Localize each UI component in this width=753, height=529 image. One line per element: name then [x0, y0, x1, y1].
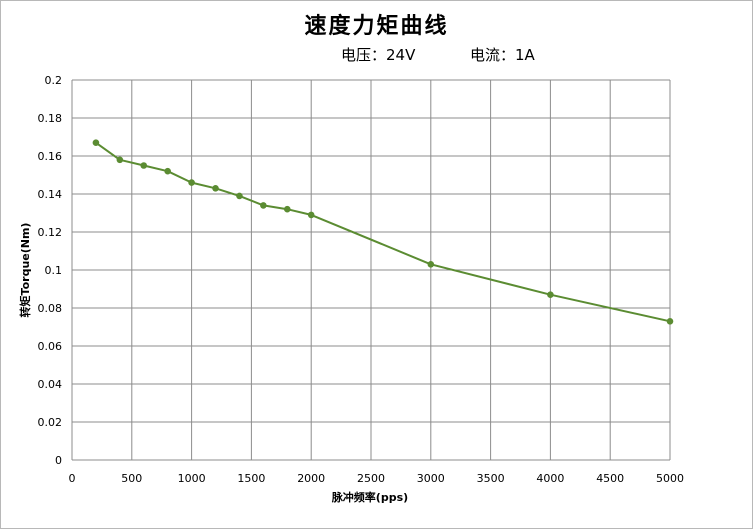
data-point — [260, 202, 267, 209]
y-tick-label: 0.06 — [38, 340, 63, 353]
x-tick-label: 5000 — [656, 472, 684, 485]
x-axis-title: 脉冲频率(pps) — [331, 490, 408, 504]
x-tick-label: 3000 — [417, 472, 445, 485]
data-point — [283, 205, 291, 213]
x-tick-label: 4500 — [596, 472, 624, 485]
x-tick-label: 4000 — [536, 472, 564, 485]
y-tick-label: 0.1 — [45, 264, 63, 277]
data-point — [236, 192, 243, 200]
data-point — [140, 162, 148, 169]
y-tick-label: 0.16 — [38, 150, 63, 163]
data-point — [188, 179, 195, 186]
x-tick-label: 1000 — [178, 472, 206, 485]
y-tick-label: 0.18 — [38, 112, 63, 125]
y-axis-ticks: 0 0.02 0.04 0.06 0.08 0.1 0.12 0.14 0.16 0.18 0.2 — [38, 74, 63, 467]
data-point — [116, 156, 124, 164]
y-tick-label: 0.08 — [38, 302, 63, 315]
y-tick-label: 0.02 — [38, 416, 63, 429]
x-tick-label: 1500 — [237, 472, 265, 485]
current-label: 电流：1A — [470, 46, 535, 64]
x-tick-label: 2500 — [357, 472, 385, 485]
data-point — [547, 291, 554, 299]
x-tick-label: 2000 — [297, 472, 325, 485]
y-tick-label: 0 — [55, 454, 62, 467]
data-point — [212, 185, 219, 192]
x-axis-ticks: 0 500 1000 1500 2000 2500 3000 3500 4000 4500 5000 — [69, 472, 685, 485]
series — [92, 139, 674, 325]
y-tick-label: 0.04 — [38, 378, 63, 391]
grid — [71, 79, 671, 461]
chart-title: 速度力矩曲线 — [304, 14, 449, 39]
x-tick-label: 3500 — [477, 472, 505, 485]
data-point — [666, 318, 674, 325]
data-point — [307, 211, 315, 219]
x-tick-label: 500 — [121, 472, 142, 485]
x-tick-label: 0 — [69, 472, 76, 485]
y-tick-label: 0.14 — [38, 188, 63, 201]
y-tick-label: 0.12 — [38, 226, 63, 239]
data-point — [427, 261, 435, 268]
y-axis-title: 转矩Torque(Nm) — [18, 223, 32, 318]
y-tick-label: 0.2 — [45, 74, 63, 87]
data-point — [164, 167, 171, 175]
data-point — [92, 139, 100, 146]
voltage-label: 电压：24V — [341, 46, 416, 64]
